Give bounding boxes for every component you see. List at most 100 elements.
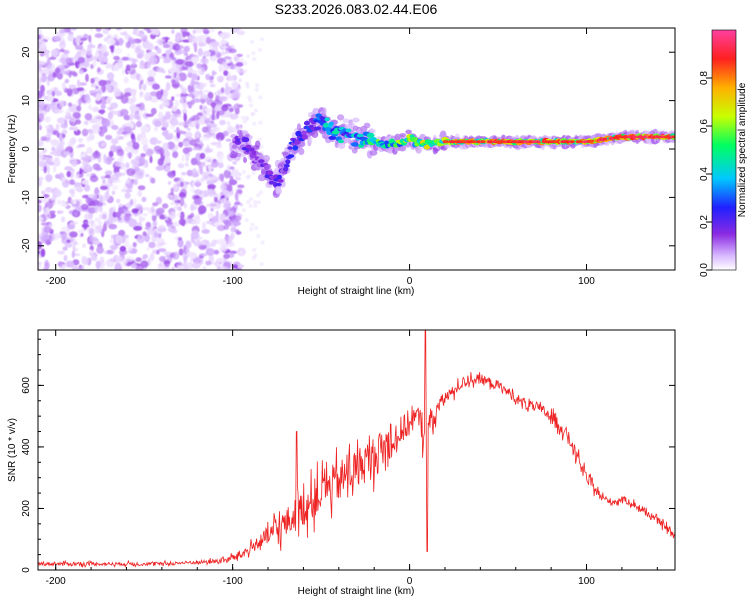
- noise-blob: [64, 78, 70, 84]
- y-tick-label: 10: [21, 95, 32, 107]
- x-tick-label: 0: [407, 576, 413, 587]
- noise-blob: [104, 174, 111, 179]
- noise-blob: [105, 134, 113, 141]
- noise-blob: [221, 104, 228, 112]
- noise-blob: [258, 120, 263, 125]
- noise-blob: [136, 234, 145, 244]
- noise-blob: [251, 170, 256, 175]
- noise-blob: [216, 257, 226, 263]
- noise-blob: [202, 265, 207, 270]
- noise-blob: [232, 264, 239, 269]
- noise-blob: [250, 39, 255, 44]
- noise-blob: [191, 79, 195, 88]
- noise-blob: [200, 193, 206, 198]
- noise-blob: [243, 61, 248, 66]
- noise-blob: [128, 183, 133, 189]
- noise-blob: [252, 57, 257, 62]
- noise-blob: [148, 241, 156, 249]
- noise-blob: [173, 206, 179, 210]
- noise-blob: [234, 201, 241, 206]
- noise-blob: [186, 169, 193, 177]
- noise-blob: [38, 123, 41, 127]
- noise-blob: [54, 157, 60, 161]
- noise-blob: [184, 262, 194, 270]
- noise-blob: [220, 173, 224, 183]
- noise-blob: [38, 178, 43, 187]
- noise-blob: [59, 40, 66, 50]
- noise-blob: [177, 237, 183, 241]
- noise-blob: [137, 210, 142, 218]
- noise-blob: [152, 202, 159, 207]
- noise-blob: [79, 167, 83, 175]
- noise-blob: [232, 221, 241, 226]
- colorbar-tick-label: 0.4: [699, 167, 710, 181]
- noise-blob: [200, 57, 209, 65]
- noise-blob: [199, 165, 203, 175]
- signal-halo: [369, 127, 374, 133]
- noise-blob: [159, 104, 164, 110]
- noise-blob: [112, 205, 117, 212]
- noise-blob: [223, 56, 232, 60]
- noise-blob: [141, 196, 147, 202]
- spectrogram-y-ticks: -20 -10 0 10 20: [21, 46, 675, 253]
- noise-blob: [80, 166, 85, 170]
- noise-blob: [216, 110, 220, 120]
- y-tick-label: 400: [21, 438, 32, 455]
- noise-blob: [123, 239, 130, 248]
- noise-blob: [66, 223, 76, 230]
- noise-blob: [100, 103, 106, 110]
- noise-blob: [239, 58, 244, 63]
- noise-blob: [98, 205, 103, 213]
- noise-blob: [246, 200, 251, 205]
- noise-blob: [92, 240, 101, 246]
- noise-blob: [171, 29, 175, 35]
- noise-blob: [135, 257, 142, 263]
- noise-blob: [147, 51, 154, 56]
- noise-blob: [188, 86, 195, 94]
- noise-blob: [231, 90, 241, 99]
- signal-blob: [283, 163, 290, 168]
- y-tick-label: 0: [21, 146, 32, 152]
- noise-blob: [252, 121, 257, 126]
- noise-blob: [132, 198, 137, 204]
- noise-blob: [38, 34, 42, 40]
- noise-blob: [109, 244, 119, 250]
- noise-blob: [193, 90, 200, 98]
- noise-blob: [223, 169, 231, 179]
- noise-blob: [172, 171, 176, 176]
- noise-blob: [43, 194, 50, 198]
- noise-blob: [211, 70, 216, 77]
- noise-blob: [133, 162, 139, 170]
- noise-blob: [194, 180, 201, 188]
- noise-blob: [88, 34, 92, 43]
- noise-blob: [141, 217, 146, 221]
- noise-blob: [40, 222, 50, 226]
- noise-blob: [105, 156, 113, 165]
- noise-blob: [56, 210, 63, 214]
- spectrogram-x-label: Height of straight line (km): [298, 286, 415, 297]
- noise-blob: [78, 69, 84, 75]
- noise-blob: [71, 160, 78, 167]
- noise-blob: [49, 56, 57, 60]
- signal-blob: [301, 134, 308, 140]
- noise-blob: [163, 213, 167, 218]
- noise-blob: [77, 56, 85, 64]
- signal-blob: [292, 145, 299, 151]
- noise-blob: [45, 50, 49, 57]
- y-tick-label: 0: [21, 567, 32, 573]
- noise-blob: [145, 221, 152, 228]
- noise-blob: [143, 28, 148, 31]
- signal-peak: [671, 135, 675, 139]
- noise-blob: [187, 35, 196, 39]
- figure-title: S233.2026.083.02.44.E06: [275, 1, 438, 17]
- noise-blob: [38, 199, 42, 204]
- noise-blob: [128, 57, 133, 62]
- signal-halo: [337, 114, 345, 121]
- signal-peak: [553, 140, 558, 144]
- noise-blob: [170, 117, 179, 126]
- noise-blob: [198, 205, 207, 215]
- noise-blob: [168, 132, 174, 137]
- noise-blob: [69, 70, 77, 75]
- noise-blob: [256, 233, 261, 238]
- noise-blob: [49, 210, 56, 214]
